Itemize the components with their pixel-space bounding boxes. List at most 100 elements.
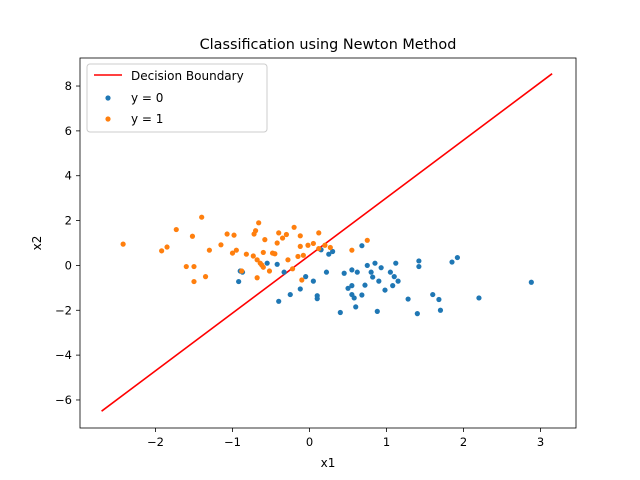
scatter-point-class-0 [359,243,365,249]
scatter-point-class-0 [372,260,378,266]
scatter-point-class-0 [323,269,330,275]
scatter-point-class-1 [295,253,301,260]
scatter-point-class-1 [262,237,268,243]
scatter-point-class-1 [274,240,280,246]
scatter-point-class-0 [287,291,293,298]
scatter-point-class-1 [276,230,282,236]
scatter-point-class-1 [173,226,179,233]
scatter-point-class-1 [253,228,259,234]
scatter-point-class-1 [191,263,197,270]
scatter-point-class-0 [345,285,351,291]
scatter-point-class-1 [299,277,305,283]
scatter-point-class-0 [310,278,316,284]
scatter-point-class-1 [229,250,236,256]
scatter-point-class-1 [310,240,316,247]
scatter-point-class-1 [243,251,249,257]
scatter-point-class-0 [437,307,444,313]
scatter-point-class-1 [254,257,260,263]
points-layer [120,214,534,317]
scatter-point-class-0 [476,295,482,301]
scatter-point-class-0 [382,287,388,293]
scatter-point-class-1 [285,257,291,263]
scatter-point-class-1 [316,230,322,236]
scatter-point-class-1 [349,247,355,253]
scatter-point-class-0 [276,298,282,304]
scatter-point-class-0 [351,295,357,301]
scatter-point-class-0 [264,260,270,266]
scatter-point-class-0 [303,274,309,280]
scatter-point-class-1 [120,241,126,247]
scatter-point-class-1 [305,242,311,248]
scatter-point-class-1 [191,278,197,285]
scatter-point-class-0 [236,278,242,285]
scatter-point-class-0 [368,269,374,275]
scatter-point-class-0 [364,262,370,269]
legend-marker-class-0 [105,95,111,101]
scatter-point-class-1 [189,233,196,239]
scatter-point-class-1 [289,266,296,272]
y-tick-label: 0 [65,258,72,272]
x-tick-label: 0 [306,435,313,449]
scatter-point-class-1 [272,251,278,257]
scatter-point-class-0 [416,263,422,270]
legend-box [86,63,268,133]
x-tick-label: 1 [383,435,390,449]
x-tick-label: −1 [224,435,241,449]
x-axis-label: x1 [321,456,336,470]
y-tick-label: 8 [65,79,72,93]
scatter-point-class-0 [326,251,332,257]
scatter-point-class-0 [387,269,393,275]
scatter-point-class-0 [454,254,460,261]
scatter-point-class-0 [274,261,280,267]
legend-marker-class-1 [105,116,111,122]
scatter-point-class-0 [378,265,384,271]
scatter-point-class-1 [159,248,165,254]
scatter-point-class-0 [416,258,422,264]
scatter-point-class-1 [206,247,212,253]
scatter-point-class-1 [327,244,333,251]
scatter-point-class-0 [297,286,303,292]
x-tick-label: 3 [537,435,544,449]
scatter-point-class-0 [337,309,343,316]
scatter-point-class-1 [199,214,205,220]
scatter-point-class-0 [430,291,436,298]
scatter-point-class-1 [279,235,286,241]
plot-frame [79,57,577,429]
scatter-point-class-0 [330,248,336,255]
y-tick-label: 6 [65,124,72,138]
chart-title: Classification using Newton Method [200,37,457,53]
scatter-point-class-1 [254,275,260,281]
legend-label-class-1: y = 1 [131,112,163,126]
scatter-point-class-1 [291,224,297,230]
y-tick-label: −2 [55,303,72,317]
x-tick-label: 2 [460,435,467,449]
line-layer [101,73,553,412]
scatter-point-class-1 [297,243,303,249]
scatter-point-class-0 [362,282,368,288]
scatter-point-class-0 [449,259,455,265]
scatter-point-class-0 [349,267,355,273]
scatter-point-class-0 [391,274,397,280]
scatter-point-class-1 [260,249,266,256]
scatter-point-class-1 [233,247,239,253]
scatter-point-class-0 [395,278,401,284]
scatter-point-class-0 [393,260,399,266]
scatter-point-class-1 [300,252,306,258]
scatter-point-class-1 [239,268,245,274]
scatter-point-class-1 [183,263,189,270]
scatter-point-class-0 [390,283,396,289]
scatter-point-class-0 [354,269,360,275]
scatter-point-class-0 [353,304,359,310]
scatter-point-class-1 [322,242,328,248]
y-tick-label: 2 [65,214,72,228]
scatter-point-class-0 [374,308,380,314]
scatter-point-class-1 [250,253,256,259]
y-axis-label: x2 [30,236,44,251]
scatter-point-class-0 [341,270,347,276]
scatter-point-class-1 [266,268,273,274]
scatter-point-class-0 [349,283,355,289]
scatter-point-class-0 [528,279,534,285]
scatter-point-class-0 [370,274,376,280]
scatter-point-class-1 [260,264,266,270]
scatter-point-class-0 [414,311,420,317]
